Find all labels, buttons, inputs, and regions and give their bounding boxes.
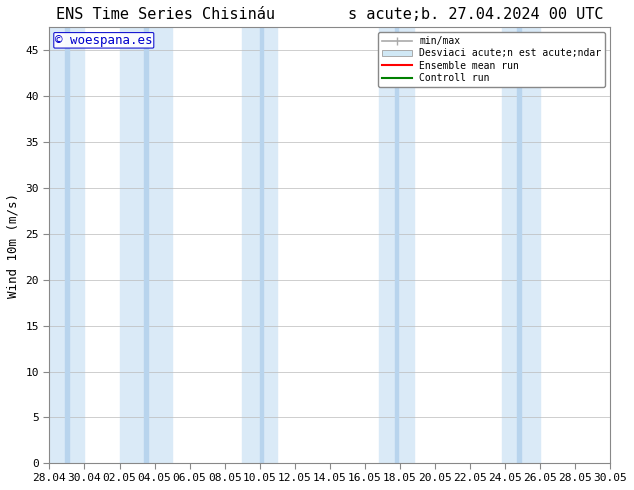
Bar — [501, 27, 540, 464]
Legend: min/max, Desviaci acute;n est acute;ndar, Ensemble mean run, Controll run: min/max, Desviaci acute;n est acute;ndar… — [378, 32, 605, 87]
Bar — [260, 27, 263, 464]
Y-axis label: Wind 10m (m/s): Wind 10m (m/s) — [7, 193, 20, 298]
Bar — [49, 27, 84, 464]
Bar — [394, 27, 398, 464]
Bar — [65, 27, 68, 464]
Bar — [120, 27, 172, 464]
Text: © woespana.es: © woespana.es — [55, 34, 153, 47]
Bar — [144, 27, 148, 464]
Bar — [379, 27, 414, 464]
Title: ENS Time Series Chisináu        s acute;b. 27.04.2024 00 UTC: ENS Time Series Chisináu s acute;b. 27.0… — [56, 7, 604, 22]
Bar — [242, 27, 277, 464]
Bar — [517, 27, 521, 464]
